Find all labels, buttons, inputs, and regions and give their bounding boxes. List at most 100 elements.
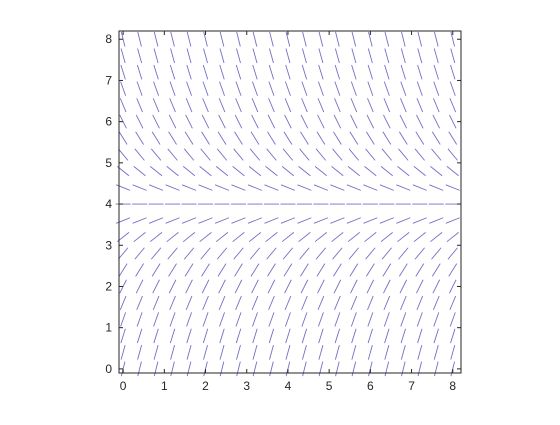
slope-segment <box>219 31 225 47</box>
slope-segment <box>186 48 192 64</box>
slope-segment <box>432 114 441 129</box>
slope-segment <box>333 263 342 277</box>
slope-segment <box>135 279 144 294</box>
slope-segment <box>317 81 324 96</box>
slope-segment <box>417 328 423 344</box>
slope-segment <box>248 231 262 243</box>
slope-segment <box>203 345 208 360</box>
slope-segment <box>268 312 275 327</box>
slope-segment <box>284 279 292 294</box>
slope-segment <box>315 247 327 260</box>
slope-segment <box>300 114 309 129</box>
slope-segment <box>182 166 196 177</box>
slope-segment <box>318 48 324 64</box>
slope-segment <box>285 345 291 360</box>
slope-segment <box>201 263 210 277</box>
slope-segment <box>268 328 275 344</box>
slope-segment <box>363 184 378 191</box>
slope-segment <box>117 247 129 260</box>
slope-segment <box>120 345 126 360</box>
slope-segment <box>149 231 163 243</box>
slope-segment <box>302 361 307 377</box>
slope-segment <box>383 114 391 129</box>
y-tick-label: 3 <box>105 238 112 252</box>
slope-segment <box>284 295 292 311</box>
slope-segment <box>430 166 443 177</box>
slope-segment <box>384 64 390 80</box>
slope-segment <box>431 148 442 161</box>
slope-segment <box>412 184 427 191</box>
slope-segment <box>432 295 440 311</box>
slope-segment <box>318 345 324 360</box>
slope-segment <box>137 345 143 360</box>
slope-segment <box>267 114 276 129</box>
slope-segment <box>117 148 129 161</box>
slope-segment <box>346 184 361 191</box>
slope-segment <box>300 131 309 145</box>
slope-segment <box>313 184 329 191</box>
slope-segment <box>334 48 340 64</box>
slope-segment <box>264 217 279 224</box>
slope-segment <box>281 231 295 243</box>
slope-segment <box>317 98 325 113</box>
slope-segment <box>153 31 159 47</box>
slope-segment <box>300 263 309 277</box>
slope-segment <box>199 166 212 177</box>
y-tick-label: 8 <box>105 32 112 46</box>
slope-segment <box>368 361 373 377</box>
slope-segment <box>181 217 197 224</box>
slope-segment <box>203 48 208 64</box>
slope-segment <box>120 312 127 327</box>
slope-segment <box>184 131 194 145</box>
slope-segment <box>333 131 342 145</box>
slope-segment <box>379 184 394 191</box>
slope-segment <box>202 312 209 327</box>
slope-segment <box>333 279 342 294</box>
slope-segment <box>398 131 408 145</box>
slope-segment <box>433 328 439 344</box>
slope-segment <box>367 48 373 64</box>
slope-segment <box>347 231 361 243</box>
slope-segment <box>449 312 456 327</box>
slope-segment <box>268 81 275 96</box>
slope-segment <box>137 361 142 377</box>
slope-segment <box>349 131 359 145</box>
slope-segment <box>318 64 324 80</box>
slope-segment <box>364 231 377 243</box>
slope-segment <box>414 247 425 260</box>
slope-segment <box>317 295 325 311</box>
slope-segment <box>118 131 128 145</box>
slope-segment <box>417 64 423 80</box>
slope-segment <box>314 231 328 243</box>
slope-segment <box>414 148 425 161</box>
slope-segment <box>433 312 440 327</box>
slope-segment <box>384 345 390 360</box>
y-tick-label: 0 <box>105 362 112 376</box>
slope-segment <box>351 328 357 344</box>
slope-segment <box>431 247 442 260</box>
slope-segment <box>399 279 408 294</box>
slope-segment <box>168 279 177 294</box>
slope-segment <box>433 345 439 360</box>
axes-box <box>118 30 462 374</box>
slope-segment <box>235 81 242 96</box>
slope-segment <box>165 217 180 224</box>
slope-segment <box>448 114 457 129</box>
slope-segment <box>365 148 376 161</box>
slope-segment <box>316 131 326 145</box>
slope-segment <box>186 81 192 96</box>
x-tick-label: 7 <box>408 379 415 393</box>
slope-segment <box>334 98 341 113</box>
slope-segment <box>382 131 392 145</box>
slope-segment <box>365 131 375 145</box>
slope-segment <box>166 231 179 243</box>
slope-segment <box>351 31 357 47</box>
slope-segment <box>416 295 424 311</box>
slope-segment <box>169 328 176 344</box>
slope-segment <box>136 81 143 96</box>
slope-segment <box>136 98 143 113</box>
slope-segment <box>367 81 374 96</box>
slope-segment <box>450 64 456 80</box>
slope-segment <box>234 263 243 277</box>
